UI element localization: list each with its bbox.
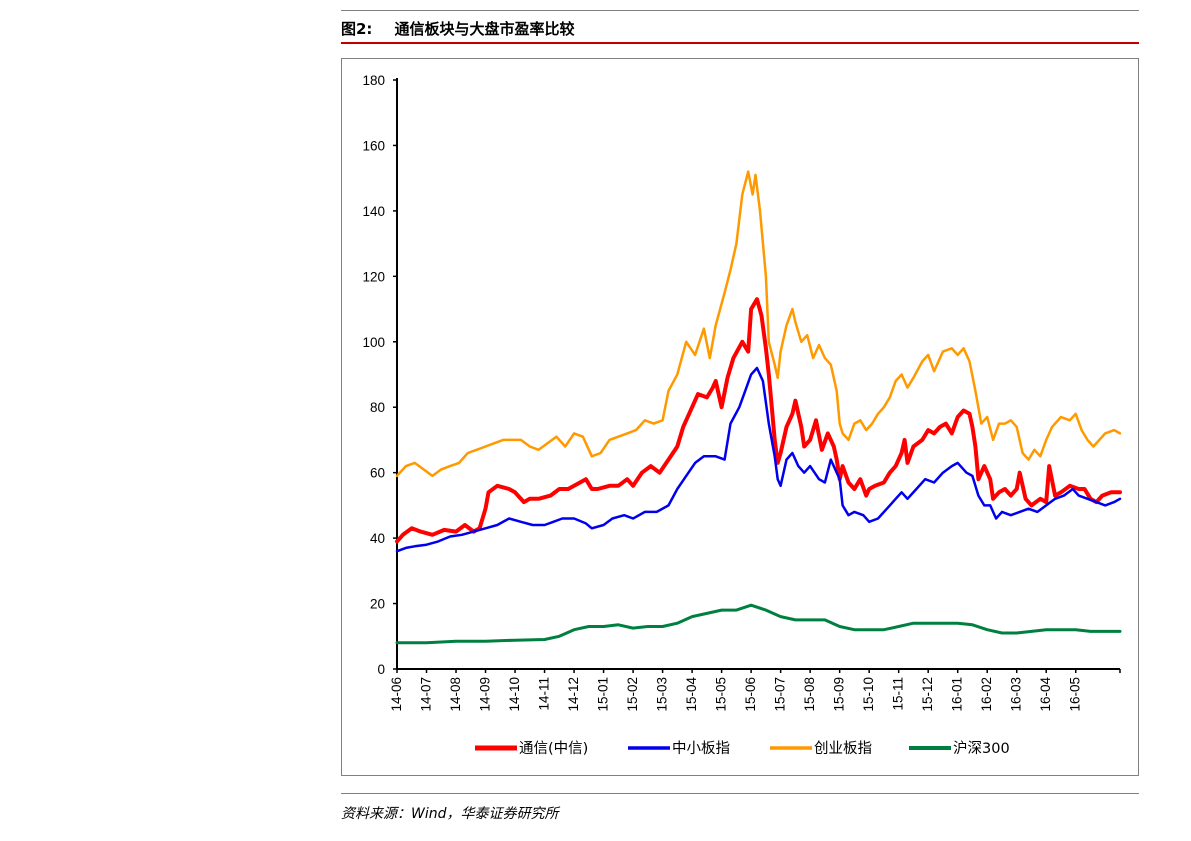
bottom-rule bbox=[341, 793, 1139, 794]
x-tick-label: 16-03 bbox=[1009, 677, 1024, 712]
x-tick-label: 14-09 bbox=[478, 677, 493, 712]
x-tick-label: 15-08 bbox=[802, 677, 817, 712]
y-tick-label: 100 bbox=[362, 335, 385, 350]
y-tick-label: 40 bbox=[370, 531, 385, 546]
x-tick-label: 14-06 bbox=[389, 677, 404, 712]
y-tick-label: 80 bbox=[370, 400, 385, 415]
x-tick-label: 15-01 bbox=[596, 677, 611, 712]
x-tick-label: 15-10 bbox=[861, 677, 876, 712]
x-tick-label: 15-02 bbox=[625, 677, 640, 712]
y-tick-label: 160 bbox=[362, 138, 385, 153]
y-tick-label: 0 bbox=[377, 662, 385, 677]
y-tick-label: 180 bbox=[362, 73, 385, 88]
x-tick-label: 15-12 bbox=[920, 677, 935, 712]
x-tick-label: 14-12 bbox=[566, 677, 581, 712]
x-tick-label: 16-01 bbox=[950, 677, 965, 712]
figure-number: 图2: bbox=[341, 20, 373, 38]
x-tick-label: 15-07 bbox=[773, 677, 788, 712]
legend-label: 中小板指 bbox=[672, 739, 730, 757]
figure-title: 图2: 通信板块与大盘市盈率比较 bbox=[341, 18, 574, 39]
x-tick-label: 14-11 bbox=[537, 677, 552, 711]
legend-label: 创业板指 bbox=[814, 739, 872, 757]
x-tick-label: 14-08 bbox=[448, 677, 463, 712]
x-tick-label: 15-03 bbox=[655, 677, 670, 712]
x-tick-label: 16-02 bbox=[979, 677, 994, 712]
series-line-1 bbox=[395, 297, 1122, 544]
y-tick-label: 140 bbox=[362, 204, 385, 219]
y-tick-label: 20 bbox=[370, 597, 385, 612]
x-tick-label: 15-04 bbox=[684, 677, 699, 712]
series-line-3 bbox=[395, 170, 1122, 478]
x-tick-label: 15-11 bbox=[891, 677, 906, 711]
title-rule bbox=[341, 42, 1139, 44]
x-tick-label: 16-04 bbox=[1038, 677, 1053, 712]
x-tick-label: 16-05 bbox=[1068, 677, 1083, 712]
figure-title-text: 通信板块与大盘市盈率比较 bbox=[394, 20, 575, 38]
legend-label: 通信(中信) bbox=[519, 740, 588, 757]
series-line-2 bbox=[395, 366, 1122, 553]
x-tick-label: 14-07 bbox=[419, 677, 434, 712]
line-chart: 0 20 40 60 80 100 120 140 160 180 14-06 14-07 14-08 1… bbox=[362, 73, 1122, 757]
legend-label: 沪深300 bbox=[953, 740, 1010, 757]
x-tick-label: 14-10 bbox=[507, 677, 522, 712]
x-tick-label: 15-05 bbox=[714, 677, 729, 712]
chart-frame: 0 20 40 60 80 100 120 140 160 180 14-06 14-07 14-08 1… bbox=[341, 58, 1139, 776]
x-tick-label: 15-06 bbox=[743, 677, 758, 712]
y-tick-label: 60 bbox=[370, 466, 385, 481]
series-line-4 bbox=[395, 603, 1122, 645]
x-tick-label: 15-09 bbox=[832, 677, 847, 712]
y-tick-label: 120 bbox=[362, 269, 385, 284]
top-rule bbox=[341, 10, 1139, 11]
source-note: 资料来源：Wind，华泰证券研究所 bbox=[341, 806, 559, 822]
